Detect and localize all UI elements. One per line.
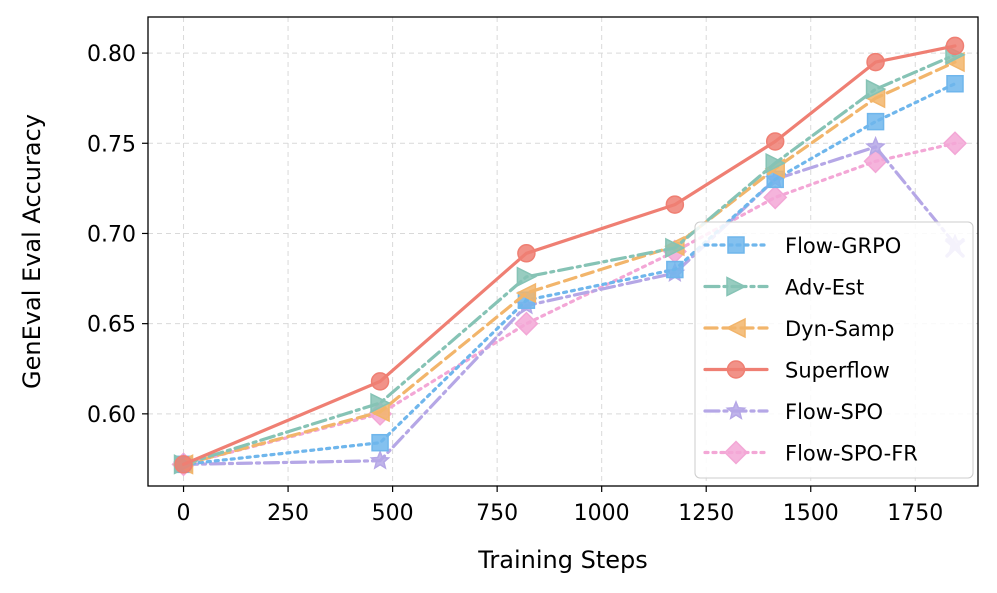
- data-point-flow-spo: [865, 135, 886, 156]
- x-tick-label: 1750: [887, 501, 943, 526]
- data-point-superflow: [665, 195, 685, 214]
- y-axis-title: GenEval Eval Accuracy: [18, 114, 46, 389]
- data-point-adv-est: [765, 152, 786, 174]
- x-tick-label: 0: [177, 501, 191, 526]
- legend-label: Flow-GRPO: [785, 234, 901, 258]
- data-point-superflow: [370, 372, 390, 391]
- y-tick-label: 0.70: [87, 222, 136, 247]
- x-tick-label: 250: [267, 501, 309, 526]
- legend-marker: [723, 440, 749, 465]
- data-point-superflow: [517, 244, 536, 263]
- x-axis-title: Training Steps: [477, 546, 647, 574]
- legend-label: Flow-SPO: [785, 400, 883, 424]
- legend-item-dyn-samp: Dyn-Samp: [703, 317, 894, 341]
- legend-marker: [726, 276, 747, 297]
- data-point-superflow: [945, 36, 965, 56]
- series-flow-grpo: [174, 74, 964, 474]
- data-point-flow-spo-fr: [942, 131, 968, 156]
- x-tick-label: 500: [372, 501, 414, 526]
- data-point-superflow: [765, 132, 785, 151]
- series-superflow: [174, 36, 965, 474]
- data-point-flow-spo: [369, 449, 391, 470]
- legend-item-flow-spo: Flow-SPO: [703, 400, 883, 424]
- data-point-flow-spo-fr: [763, 185, 788, 210]
- data-point-adv-est: [370, 392, 391, 414]
- data-point-dyn-samp: [515, 282, 537, 304]
- plot-frame: [147, 16, 979, 487]
- legend-label: Adv-Est: [785, 276, 864, 300]
- x-tick-label: 1250: [678, 501, 734, 526]
- x-tick-label: 1000: [574, 501, 630, 526]
- data-point-flow-grpo: [371, 433, 389, 452]
- y-tick-label: 0.75: [87, 132, 136, 157]
- legend: Flow-GRPO Adv-Est Dyn-Samp Superflow Flow-SP…: [694, 221, 974, 479]
- data-point-flow-grpo: [666, 260, 684, 279]
- legend-marker: [725, 400, 747, 420]
- data-point-superflow: [866, 52, 885, 72]
- data-point-flow-spo-fr: [863, 149, 888, 174]
- data-point-flow-grpo: [946, 74, 964, 93]
- x-tick-label: 750: [476, 501, 518, 526]
- data-point-flow-grpo: [866, 112, 885, 131]
- legend-item-superflow: Superflow: [703, 359, 890, 383]
- legend-item-adv-est: Adv-Est: [703, 276, 864, 300]
- series-group: [171, 36, 968, 477]
- ticks: 0 250 500 750 1000 1250 1500 1750 0.60 0.65 0.70 0.…: [87, 42, 943, 526]
- legend-marker: [725, 317, 746, 339]
- x-tick-label: 1500: [783, 501, 839, 526]
- data-point-adv-est: [516, 266, 538, 287]
- y-tick-label: 0.65: [87, 313, 136, 338]
- legend-box: [694, 221, 974, 479]
- y-tick-label: 0.60: [87, 403, 136, 428]
- legend-item-flow-spo-fr: Flow-SPO-FR: [703, 440, 918, 466]
- legend-label: Flow-SPO-FR: [785, 442, 918, 466]
- data-point-adv-est: [865, 78, 887, 100]
- data-point-superflow: [174, 455, 193, 474]
- legend-label: Dyn-Samp: [785, 317, 894, 341]
- legend-label: Superflow: [785, 359, 890, 383]
- data-point-flow-spo-fr: [514, 311, 539, 336]
- legend-marker: [727, 236, 745, 254]
- legend-item-flow-grpo: Flow-GRPO: [703, 234, 901, 258]
- data-point-adv-est: [665, 237, 686, 259]
- y-tick-label: 0.80: [87, 42, 136, 67]
- legend-marker: [726, 360, 746, 379]
